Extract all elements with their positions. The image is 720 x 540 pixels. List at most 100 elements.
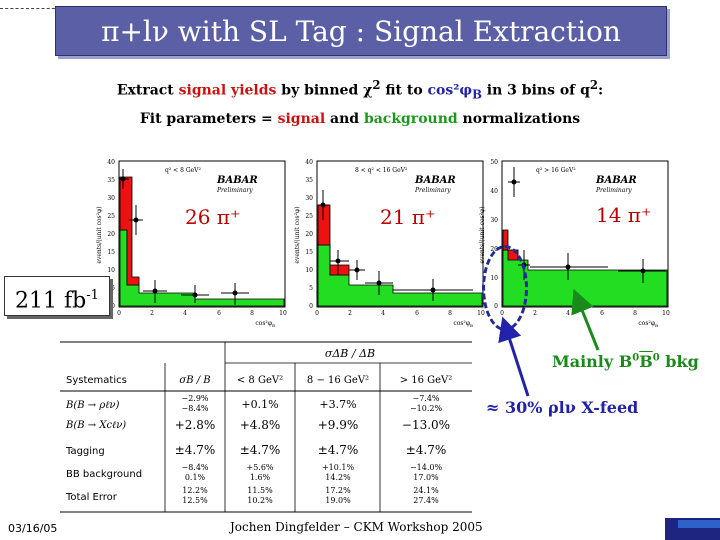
plot2-xtick: 6 — [415, 310, 419, 317]
note-bbar: B — [639, 352, 653, 371]
plot2-ytick: 35 — [305, 177, 313, 184]
plot2-ytick: 30 — [305, 195, 313, 202]
plot2-xtick: 0 — [315, 310, 319, 317]
plot2-xlabel-sub: B — [470, 323, 473, 328]
l1-sup-i: 2 — [589, 78, 598, 92]
plot1-ytick: 15 — [107, 249, 115, 256]
table-cell: +9.9% — [318, 418, 359, 432]
table-cell: 17.0% — [413, 473, 439, 482]
table-cell: +0.1% — [241, 398, 278, 411]
fit-plot-2: 40 35 30 25 20 15 10 5 0 0 2 4 6 8 10 ev… — [294, 159, 485, 328]
plot3-xtick: 6 — [600, 310, 604, 317]
l2-text-a: Fit parameters = — [139, 111, 278, 127]
table-cell: ±4.7% — [175, 443, 216, 457]
table-row-3: Tagging ±4.7% ±4.7% ±4.7% ±4.7% — [65, 443, 446, 457]
l1-cos-phi: cos²φ — [427, 82, 473, 99]
table-cell: +10.1% — [322, 463, 355, 472]
plot2-ytick: 0 — [309, 303, 313, 310]
table-cell: −7.4% — [412, 394, 439, 403]
table-header-row: Systematics σB / B < 8 GeV² 8 − 16 GeV² … — [66, 375, 452, 386]
plot1-ytick: 5 — [111, 285, 115, 292]
plot1-ytick: 10 — [107, 267, 115, 274]
luminosity-value: 211 fb — [15, 288, 87, 314]
plot1-xtick: 0 — [117, 310, 121, 317]
table-top-header: σΔB / ΔB — [325, 347, 375, 360]
table-cell: −10.2% — [410, 404, 443, 413]
table-bg — [60, 341, 472, 513]
plot3-q2-label: q² > 16 GeV² — [536, 167, 576, 174]
plot2-xtick: 4 — [381, 310, 385, 317]
plot2-babar-logo: BABAR — [414, 175, 456, 186]
table-row-name: BB background — [66, 469, 142, 480]
plot1-ylabel: events/(unit cos²φ) — [96, 206, 103, 263]
l1-sub-b: B — [472, 87, 482, 102]
subtitle-line-2: Fit parameters = signal and background n… — [0, 111, 720, 127]
table-row-5: Total Error 12.2% 12.5% 11.5% 10.2% 17.2… — [65, 486, 439, 505]
plot2-preliminary: Preliminary — [414, 187, 451, 194]
slide-title: π+lν with SL Tag : Signal Extraction — [101, 15, 621, 48]
table-cell: −8.4% — [181, 404, 208, 413]
plot2-xtick: 10 — [477, 310, 485, 317]
plot1-signal-count: 26 π⁺ — [185, 205, 241, 229]
note-mainly-text: Mainly B — [552, 352, 633, 371]
plot1-xtick: 6 — [217, 310, 221, 317]
table-cell: 10.2% — [247, 496, 273, 505]
plot2-data-points — [318, 190, 473, 301]
plot2-ytick: 15 — [305, 249, 313, 256]
luminosity-box: 211 fb-1 — [4, 276, 110, 316]
l1-text-e: fit to — [380, 82, 428, 99]
table-cell: ±4.7% — [240, 443, 281, 457]
plot2-yticks: 40 35 30 25 20 15 10 5 0 — [305, 159, 313, 310]
table-cell: 1.6% — [250, 473, 271, 482]
table-cell: 0.1% — [185, 473, 206, 482]
table-cell: +5.6% — [246, 463, 273, 472]
plot3-xlabel-text: cos²φ — [638, 320, 655, 327]
plot1-babar-logo: BABAR — [216, 175, 258, 186]
plot3-preliminary: Preliminary — [595, 187, 632, 194]
table-cell: 11.5% — [247, 486, 273, 495]
plot1-xlabel-sub: B — [272, 323, 275, 328]
luminosity-exponent: -1 — [86, 288, 99, 303]
table-cell: 17.2% — [325, 486, 351, 495]
xfeed-note: ≈ 30% ρlν X-feed — [486, 398, 639, 417]
table-cell: 12.2% — [182, 486, 208, 495]
top-dash-line — [0, 8, 60, 9]
mainly-bb-note: Mainly B0B0 bkg — [552, 352, 699, 371]
table-row-name: Total Error — [65, 492, 118, 503]
table-cell: +2.8% — [175, 418, 216, 432]
systematics-table: σΔB / ΔB Systematics σB / B < 8 GeV² 8 −… — [60, 341, 472, 513]
plot1-ytick: 0 — [111, 303, 115, 310]
plot1-ytick: 25 — [107, 213, 115, 220]
fit-plot-3: 50 40 30 20 10 0 0 2 4 6 8 10 events/(un… — [479, 159, 670, 328]
table-header: σB / B — [179, 375, 210, 386]
table-cell: ±4.7% — [318, 443, 359, 457]
plot2-ytick: 10 — [305, 267, 313, 274]
plot2-ytick: 20 — [305, 231, 313, 238]
table-cell: 27.4% — [413, 496, 439, 505]
table-cell: ±4.7% — [406, 443, 447, 457]
table-row-name: B(B → Xcℓν) — [65, 420, 126, 431]
plot3-signal-count: 14 π⁺ — [596, 203, 652, 227]
l1-text-j: : — [598, 82, 604, 99]
plot3-xtick: 2 — [533, 310, 537, 317]
plot2-xlabel-text: cos²φ — [453, 320, 470, 327]
green-arrow — [571, 288, 600, 351]
plot2-frame — [316, 160, 484, 308]
plot1-preliminary: Preliminary — [216, 187, 253, 194]
plot2-xtick: 2 — [348, 310, 352, 317]
note-bbar-sup: 0 — [652, 352, 660, 364]
blue-arrow — [498, 316, 530, 397]
plot1-ytick: 40 — [107, 159, 115, 166]
fit-plot-1: 40 35 30 25 20 15 10 5 0 0 2 4 6 8 10 ev… — [96, 159, 287, 328]
l2-background: background — [363, 111, 458, 127]
table-cell: 12.5% — [182, 496, 208, 505]
plot1-data-points — [119, 169, 249, 305]
table-cell: −2.9% — [181, 394, 208, 403]
plot1-ytick: 20 — [107, 231, 115, 238]
table-header: Systematics — [66, 375, 127, 386]
table-cell: +4.8% — [240, 418, 281, 432]
corner-decoration-accent — [678, 520, 720, 528]
plot3-xtick: 10 — [662, 310, 670, 317]
plot3-ylabel: events/(unit cos²φ) — [479, 206, 486, 263]
